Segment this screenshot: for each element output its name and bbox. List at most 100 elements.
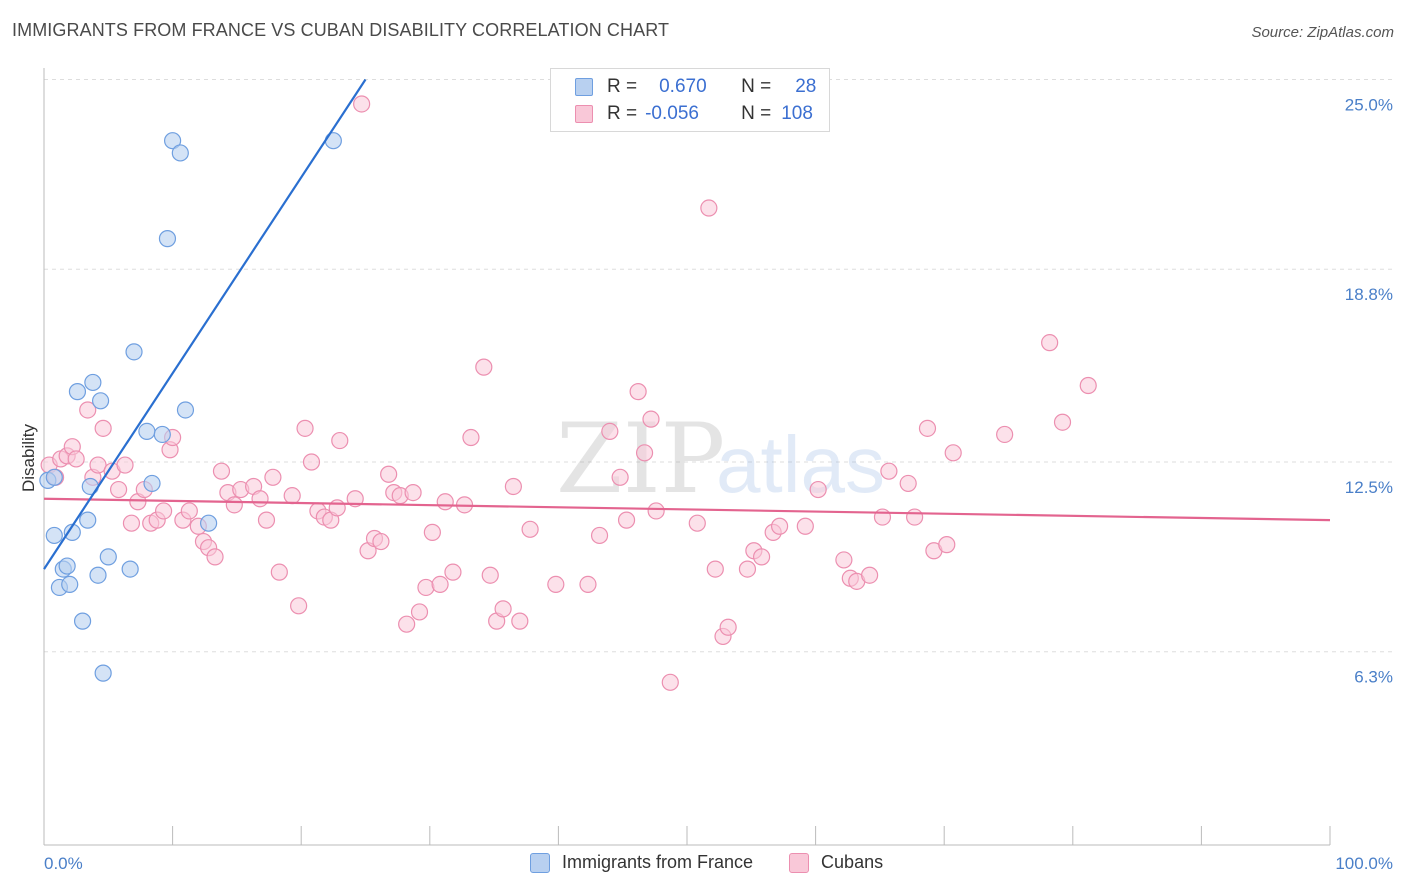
legend-n-value: 108 — [781, 103, 813, 124]
cubans-point — [611, 468, 629, 486]
cubans-point — [89, 456, 107, 474]
cubans-point — [302, 453, 321, 471]
y-tick-label: 25.0% — [1345, 96, 1393, 115]
france-point — [61, 575, 79, 594]
y-axis-label: Disability — [19, 423, 38, 492]
cubans-points — [40, 95, 1097, 691]
cubans-point — [873, 508, 892, 526]
france-point — [200, 514, 218, 532]
cubans-point — [67, 450, 85, 468]
legend-item-france[interactable]: Immigrants from France — [530, 852, 753, 873]
cubans-point — [212, 462, 231, 480]
france-point — [153, 425, 171, 444]
cubans-point — [700, 199, 718, 217]
cubans-point — [1041, 334, 1059, 352]
legend-n-label: N = — [741, 76, 772, 97]
cubans-point — [417, 578, 435, 597]
cubans-point — [283, 487, 301, 505]
france-point — [158, 230, 177, 248]
france-point — [89, 566, 107, 584]
cubans-point — [688, 514, 706, 532]
cubans-point — [521, 520, 539, 538]
cubans-point — [264, 468, 282, 486]
cubans-point — [257, 511, 276, 529]
france-point — [143, 474, 161, 493]
x-tick-labels: 0.0% 100.0% — [44, 854, 1393, 873]
france-point — [176, 401, 195, 419]
cubans-point — [738, 560, 757, 578]
cubans-point — [899, 474, 917, 493]
legend-item-cubans[interactable]: Cubans — [789, 852, 883, 873]
x-tick-max: 100.0% — [1335, 854, 1393, 873]
cubans-point — [906, 508, 924, 526]
legend-r-label: R = — [607, 103, 638, 124]
cubans-point — [1053, 413, 1072, 431]
legend-n-label: N = — [741, 103, 772, 124]
legend-r-value: -0.056 — [645, 103, 699, 124]
cubans-point — [629, 383, 647, 401]
cubans-point — [504, 477, 522, 496]
cubans-point — [436, 493, 454, 511]
cubans-point — [752, 548, 771, 566]
cubans-point — [494, 600, 512, 618]
cubans-point — [719, 618, 737, 636]
france-point — [138, 422, 156, 440]
france-point — [99, 548, 117, 566]
cubans-point — [180, 502, 198, 520]
legend-swatch-cubans — [789, 852, 810, 873]
cubans-point — [410, 603, 429, 621]
france-point — [94, 664, 112, 682]
cubans-point — [462, 428, 480, 447]
france-point — [45, 468, 63, 486]
france-point — [79, 511, 97, 529]
cubans-point — [880, 462, 898, 480]
france-point — [91, 392, 110, 410]
cubans-point — [444, 563, 462, 581]
france-point — [125, 343, 143, 361]
france-point — [84, 373, 102, 392]
x-tick-min: 0.0% — [44, 854, 83, 873]
legend-r-label: R = — [607, 76, 638, 97]
france-trend-line — [43, 78, 367, 570]
cubans-point — [372, 532, 390, 551]
cubans-point — [94, 419, 112, 437]
cubans-point — [511, 612, 529, 630]
cubans-point — [475, 358, 493, 376]
y-tick-label: 18.8% — [1345, 285, 1393, 304]
france-point — [73, 612, 92, 630]
cubans-point — [770, 517, 789, 535]
legend-swatch-france — [575, 78, 593, 96]
cubans-point — [154, 502, 173, 520]
cubans-point — [547, 575, 565, 594]
y-tick-label: 12.5% — [1345, 478, 1393, 497]
watermark: ZIP atlas — [556, 403, 885, 515]
cubans-point — [79, 401, 97, 419]
cubans-trend-line — [43, 497, 1331, 522]
source-label: Source: ZipAtlas.com — [1251, 24, 1394, 41]
cubans-point — [346, 490, 364, 508]
cubans-point — [996, 425, 1014, 444]
y-tick-labels: 6.3% 12.5% 18.8% 25.0% — [1345, 96, 1393, 687]
cubans-point — [617, 511, 636, 529]
cubans-point — [579, 575, 597, 594]
cubans-point — [116, 456, 134, 474]
cubans-point — [481, 566, 499, 584]
cubans-point — [290, 597, 308, 615]
legend-row-france: R = 0.670 N = 28 — [575, 75, 816, 99]
legend-r-value: 0.670 — [659, 76, 707, 97]
trend-lines — [43, 78, 1331, 570]
cubans-point — [296, 419, 314, 437]
cubans-point — [225, 496, 243, 514]
cubans-point — [328, 499, 346, 517]
legend-swatch-cubans — [575, 105, 593, 123]
cubans-point — [331, 431, 349, 450]
cubans-point — [404, 484, 422, 502]
cubans-point — [398, 615, 416, 633]
france-point — [121, 560, 139, 578]
legend-swatch-france — [530, 852, 550, 873]
series-legend: Immigrants from France Cubans — [530, 852, 919, 873]
cubans-point — [590, 526, 609, 545]
cubans-point — [251, 490, 269, 508]
axes — [43, 68, 1331, 846]
